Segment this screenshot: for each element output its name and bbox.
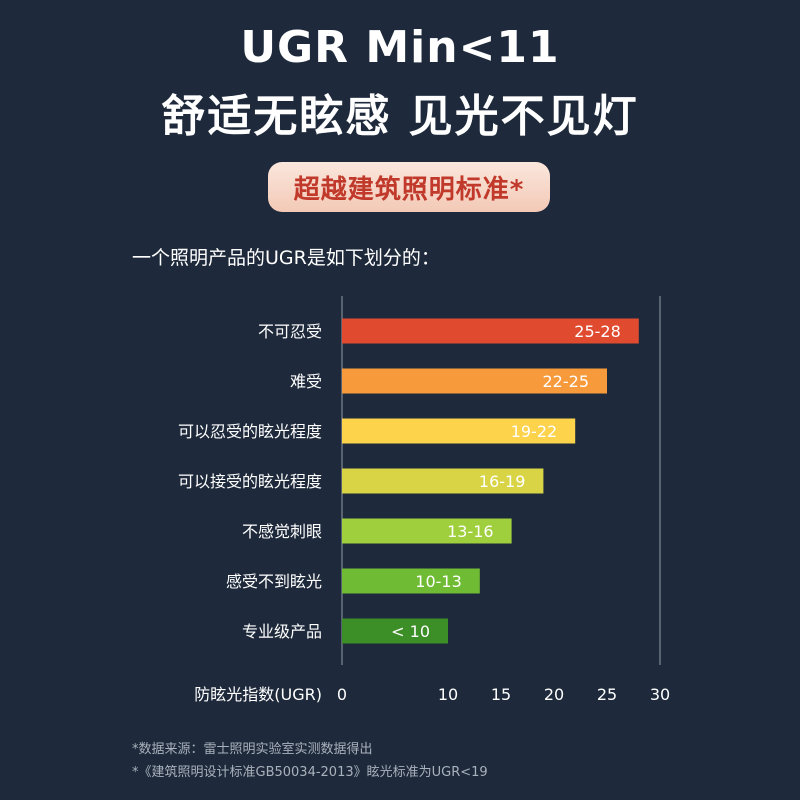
footnote-source: *数据来源：雷士照明实验室实测数据得出 <box>132 742 373 757</box>
x-axis-label: 防眩光指数(UGR) <box>194 685 322 704</box>
category-label: 可以接受的眩光程度 <box>178 472 322 491</box>
category-label: 不可忍受 <box>258 322 322 341</box>
category-label: 专业级产品 <box>242 622 322 641</box>
data-label: 19-22 <box>511 422 558 441</box>
x-tick-label: 15 <box>491 685 511 704</box>
page-subtitle: 舒适无眩感 见光不见灯 <box>161 91 639 142</box>
x-tick-label: 10 <box>438 685 458 704</box>
data-label: 22-25 <box>543 372 590 391</box>
x-tick-label: 0 <box>337 685 347 704</box>
bar <box>342 568 480 594</box>
category-label: 难受 <box>290 372 322 391</box>
category-label: 可以忍受的眩光程度 <box>178 422 322 441</box>
footnote-standard: *《建筑照明设计标准GB50034-2013》眩光标准为UGR<19 <box>132 765 488 780</box>
bar <box>342 368 607 394</box>
page-title: UGR Min<11 <box>240 22 560 73</box>
bar <box>342 518 512 544</box>
data-label: 16-19 <box>479 472 526 491</box>
bar <box>342 618 448 644</box>
bar <box>342 468 544 494</box>
bar <box>342 318 639 344</box>
bar <box>342 418 576 444</box>
standard-badge: 超越建筑照明标准* <box>268 162 550 212</box>
category-label: 不感觉刺眼 <box>242 522 322 541</box>
data-label: 10-13 <box>415 572 462 591</box>
data-label: < 10 <box>391 622 430 641</box>
category-label: 感受不到眩光 <box>226 572 322 591</box>
x-tick-label: 20 <box>544 685 564 704</box>
intro-text: 一个照明产品的UGR是如下划分的： <box>132 247 440 269</box>
data-label: 13-16 <box>447 522 494 541</box>
data-label: 25-28 <box>574 322 621 341</box>
x-tick-label: 30 <box>650 685 670 704</box>
x-tick-label: 25 <box>597 685 617 704</box>
